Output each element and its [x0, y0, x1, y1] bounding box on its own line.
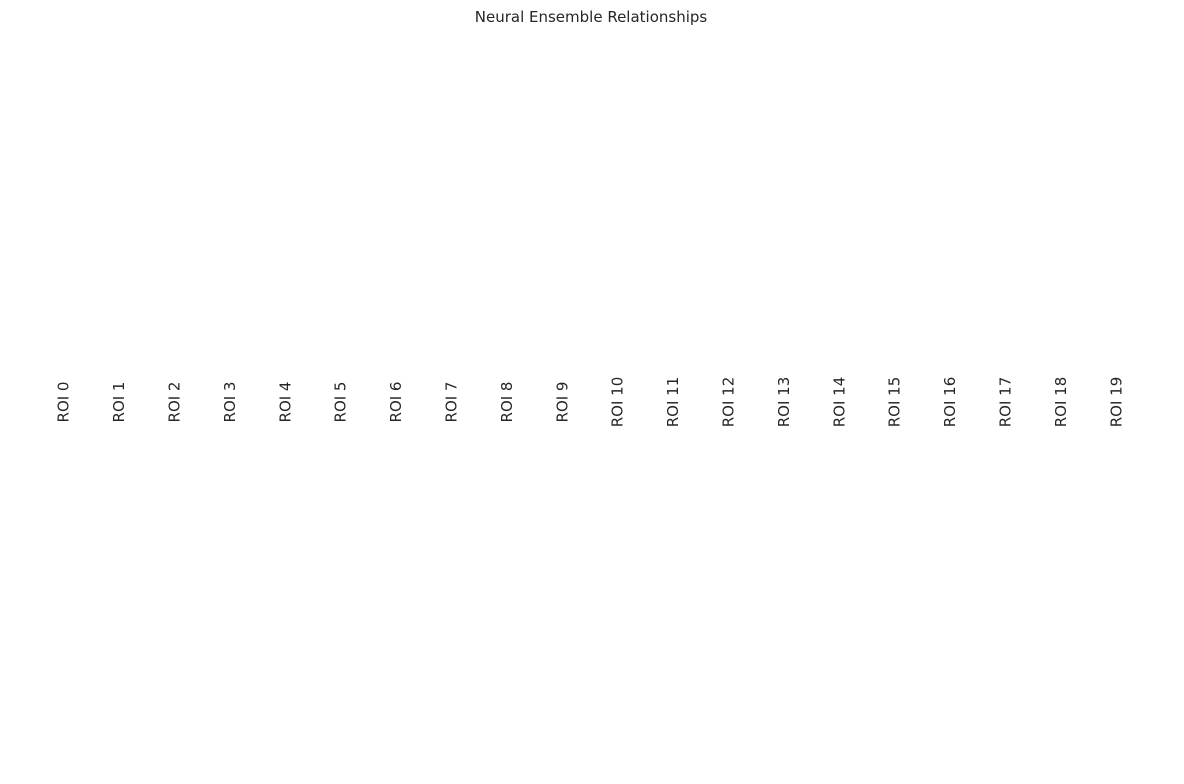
x-tick-label: ROI 12 — [720, 377, 738, 428]
x-tick-label: ROI 10 — [609, 377, 627, 428]
x-tick-label: ROI 0 — [55, 382, 73, 423]
x-tick-label: ROI 18 — [1052, 377, 1070, 428]
x-tick-label: ROI 8 — [498, 382, 516, 423]
x-tick-label: ROI 6 — [387, 382, 405, 423]
x-tick-label: ROI 2 — [166, 382, 184, 423]
x-tick-label: ROI 16 — [941, 377, 959, 428]
x-tick-label: ROI 9 — [553, 382, 571, 423]
x-tick-label: ROI 17 — [997, 377, 1015, 428]
x-tick-label: ROI 4 — [276, 382, 294, 423]
x-tick-label: ROI 14 — [830, 377, 848, 428]
x-tick-label: ROI 19 — [1107, 377, 1125, 428]
x-tick-label: ROI 15 — [886, 377, 904, 428]
x-tick-label: ROI 3 — [221, 382, 239, 423]
chart-title: Neural Ensemble Relationships — [475, 8, 708, 26]
x-tick-label: ROI 5 — [332, 382, 350, 423]
x-tick-labels: ROI 0 ROI 1 ROI 2 ROI 3 ROI 4 ROI 5 ROI 6 ROI 7… — [55, 377, 1126, 428]
x-tick-label: ROI 13 — [775, 377, 793, 428]
x-tick-label: ROI 11 — [664, 377, 682, 428]
x-tick-label: ROI 1 — [110, 382, 128, 423]
x-tick-label: ROI 7 — [443, 382, 461, 423]
